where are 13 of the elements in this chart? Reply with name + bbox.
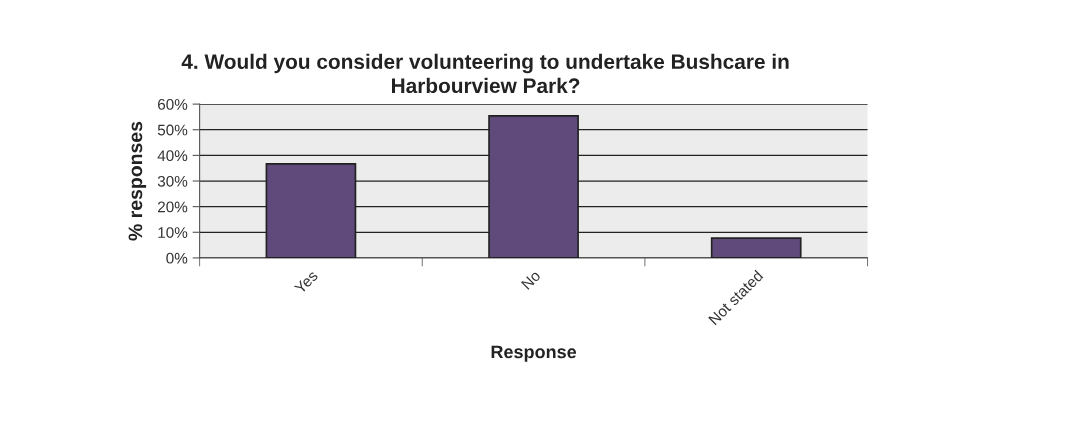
x-tick-label: No — [521, 269, 542, 290]
chart-title: 4. Would you consider volunteering to undertake Bushcare in Harbourview Park? — [181, 53, 789, 94]
y-tick-label: 0% — [166, 252, 188, 264]
y-tick-label: 30% — [157, 175, 188, 187]
y-tick-label: 60% — [158, 98, 188, 110]
x-tick-label: Yes — [293, 269, 319, 295]
y-tick-label: 10% — [158, 227, 188, 238]
bar — [710, 237, 802, 258]
y-axis-title: % responses — [128, 121, 147, 241]
y-tick-label: 50% — [157, 124, 188, 136]
y-tick-label: 20% — [158, 201, 188, 213]
y-tick-label: 40% — [157, 150, 188, 162]
x-axis-title: Response — [491, 345, 577, 362]
